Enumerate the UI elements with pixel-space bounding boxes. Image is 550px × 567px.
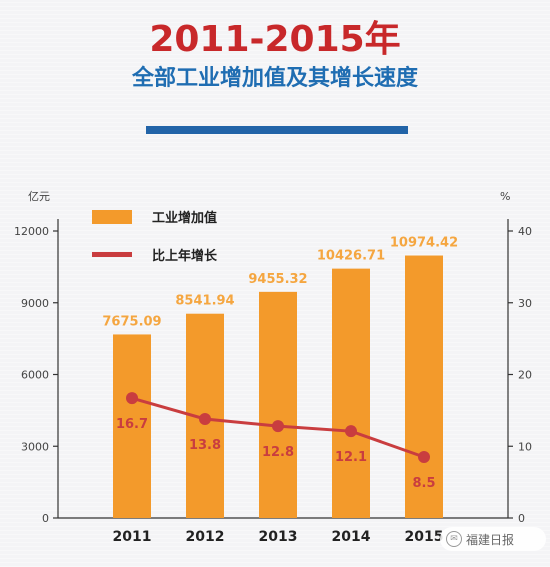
watermark: ✉ 福建日报 <box>440 527 546 551</box>
legend-line-swatch <box>92 252 132 257</box>
bar-value-label: 7675.09 <box>102 314 161 329</box>
x-tick-label: 2011 <box>113 529 152 545</box>
line-point <box>345 425 357 438</box>
bar-series <box>113 255 443 519</box>
left-axis-unit: 亿元 <box>28 190 50 203</box>
line-value-label: 8.5 <box>412 476 435 491</box>
right-axis-unit: % <box>500 190 510 203</box>
x-tick-label: 2013 <box>259 529 298 545</box>
left-tick-label: 3000 <box>21 440 49 453</box>
x-tick-label: 2012 <box>186 529 225 545</box>
right-tick-label: 20 <box>518 369 532 382</box>
bar <box>332 268 370 518</box>
wechat-icon: ✉ <box>446 531 462 547</box>
left-tick-label: 9000 <box>21 297 49 310</box>
line-point <box>126 392 138 405</box>
line-point <box>418 451 430 464</box>
legend-bar-label: 工业增加值 <box>152 210 217 226</box>
title-divider <box>146 126 408 134</box>
bar <box>405 255 443 519</box>
left-tick-label: 12000 <box>14 225 49 238</box>
line-value-label: 12.8 <box>262 445 294 460</box>
line-value-label: 12.1 <box>335 450 367 465</box>
right-tick-label: 40 <box>518 225 532 238</box>
line-point <box>199 412 211 425</box>
right-tick-label: 10 <box>518 440 532 453</box>
bar-value-label: 10974.42 <box>390 236 458 251</box>
bar <box>113 334 151 518</box>
line-value-label: 13.8 <box>189 438 221 453</box>
bar <box>259 291 297 518</box>
line-series: 16.7 13.8 12.8 12.1 8.5 <box>116 392 436 491</box>
bar-value-label: 8541.94 <box>175 294 234 309</box>
legend-bar-swatch <box>92 210 132 224</box>
x-tick-label: 2015 <box>405 529 444 545</box>
bar-value-labels: 7675.09 8541.94 9455.32 10426.71 10974.42 <box>102 236 458 330</box>
left-tick-label: 0 <box>42 512 49 525</box>
legend-line-label: 比上年增长 <box>152 248 218 264</box>
line-point <box>272 420 284 433</box>
chart-title: 2011-2015年 <box>149 19 401 60</box>
right-tick-label: 30 <box>518 297 532 310</box>
line-value-label: 16.7 <box>116 417 148 432</box>
watermark-text: 福建日报 <box>466 532 515 547</box>
chart-axes: 亿元 % 0 3000 6000 9000 12000 0 10 20 30 40 2011 2012 20… <box>14 190 532 545</box>
bar-value-label: 9455.32 <box>248 272 307 287</box>
x-tick-label: 2014 <box>332 529 371 545</box>
bar-value-label: 10426.71 <box>317 249 385 264</box>
right-tick-label: 0 <box>518 512 525 525</box>
chart-subtitle: 全部工业增加值及其增长速度 <box>131 66 418 91</box>
left-tick-label: 6000 <box>21 369 49 382</box>
